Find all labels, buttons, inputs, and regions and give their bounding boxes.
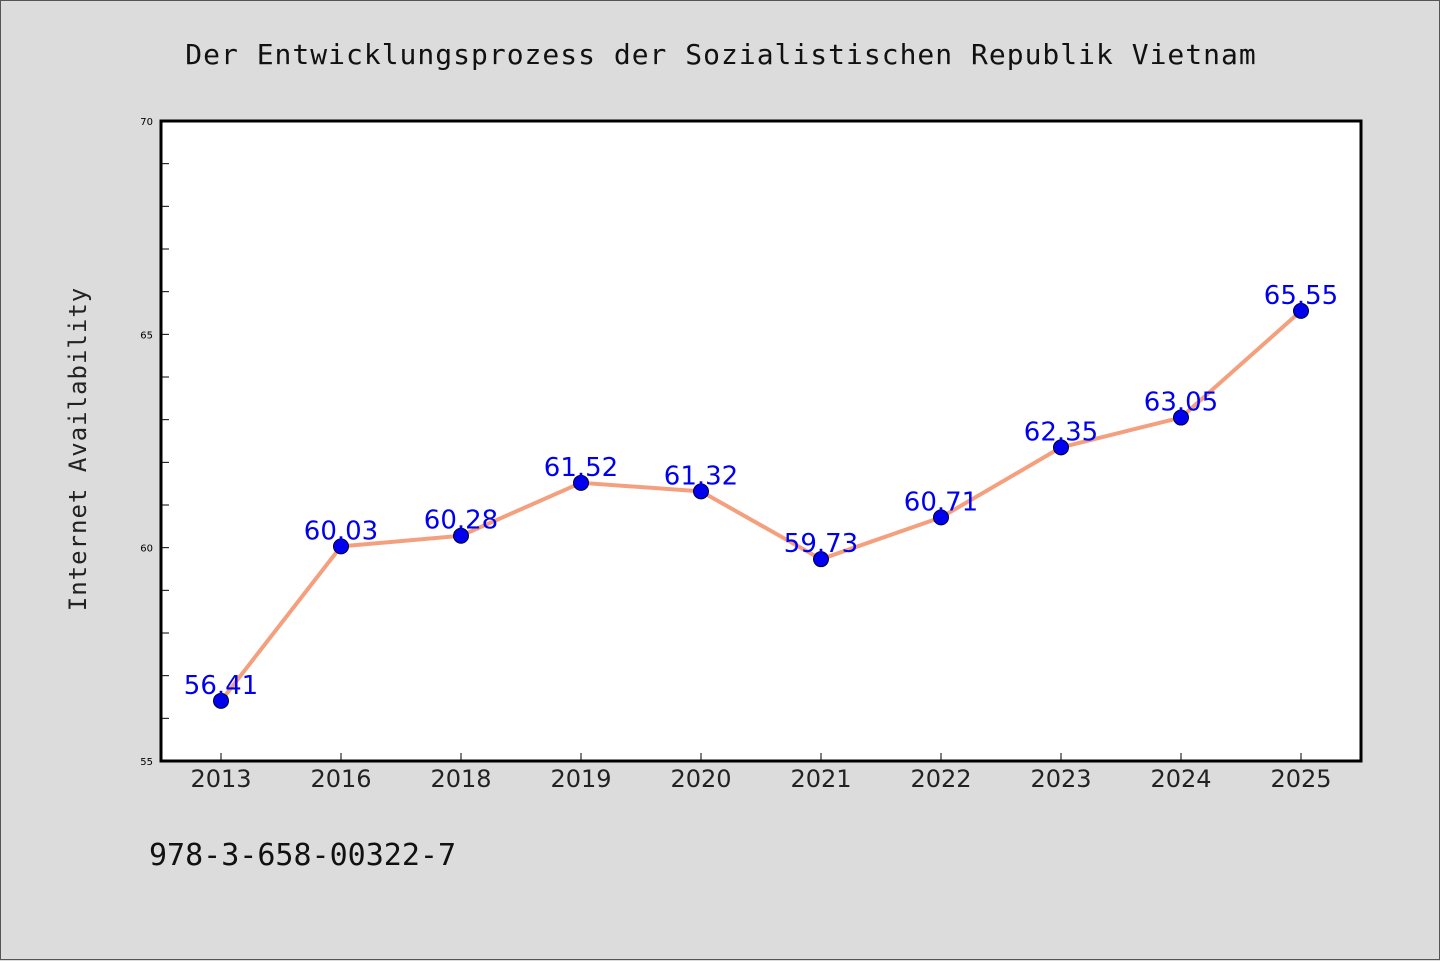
y-tick-label: 65	[140, 330, 153, 341]
y-axis-ticks: 55 60 65 70	[140, 117, 169, 768]
x-tick-label: 2024	[1150, 765, 1211, 793]
x-tick-label: 2020	[670, 765, 731, 793]
data-point	[933, 509, 949, 526]
x-tick-label: 2018	[430, 765, 491, 793]
data-label: 61.52	[544, 453, 618, 483]
data-point	[1053, 439, 1069, 456]
y-tick-label: 70	[140, 117, 153, 128]
data-label: 61.32	[664, 461, 738, 491]
plot-area	[159, 119, 1363, 763]
data-label: 62.35	[1024, 417, 1098, 447]
x-tick-label: 2013	[190, 765, 251, 793]
x-tick-label: 2022	[910, 765, 971, 793]
data-point	[1173, 409, 1189, 426]
x-tick-label: 2021	[790, 765, 851, 793]
x-tick-label: 2023	[1030, 765, 1091, 793]
x-axis-ticks: 2013 2016 2018 2019 2020 2021 2022 2023 2024 2025	[190, 753, 1332, 793]
data-point	[1293, 302, 1309, 319]
data-point	[213, 692, 229, 709]
data-markers	[213, 302, 1309, 709]
y-tick-label: 55	[140, 757, 153, 768]
data-point	[573, 474, 589, 491]
data-label: 59.73	[784, 529, 858, 559]
data-point	[453, 527, 469, 544]
data-label: 60.71	[904, 487, 978, 517]
data-point	[693, 483, 709, 500]
data-labels: 56.41 60.03 60.28 61.52 61.32 59.73 60.71 62.35…	[184, 281, 1338, 701]
x-tick-label: 2025	[1270, 765, 1331, 793]
y-tick-label: 60	[140, 544, 153, 555]
data-label: 65.55	[1264, 281, 1338, 311]
data-label: 63.05	[1144, 388, 1218, 418]
data-point	[333, 538, 349, 555]
data-label: 60.03	[304, 516, 378, 546]
isbn-text: 978-3-658-00322-7	[149, 838, 456, 873]
series-line	[219, 309, 1303, 703]
data-label: 60.28	[424, 506, 498, 536]
data-label: 56.41	[184, 671, 258, 701]
y-axis-label: Internet Availability	[64, 287, 92, 611]
chart-title: Der Entwicklungsprozess der Sozialistisc…	[185, 38, 1256, 71]
x-tick-label: 2016	[310, 765, 371, 793]
data-point	[813, 551, 829, 568]
x-tick-label: 2019	[550, 765, 611, 793]
